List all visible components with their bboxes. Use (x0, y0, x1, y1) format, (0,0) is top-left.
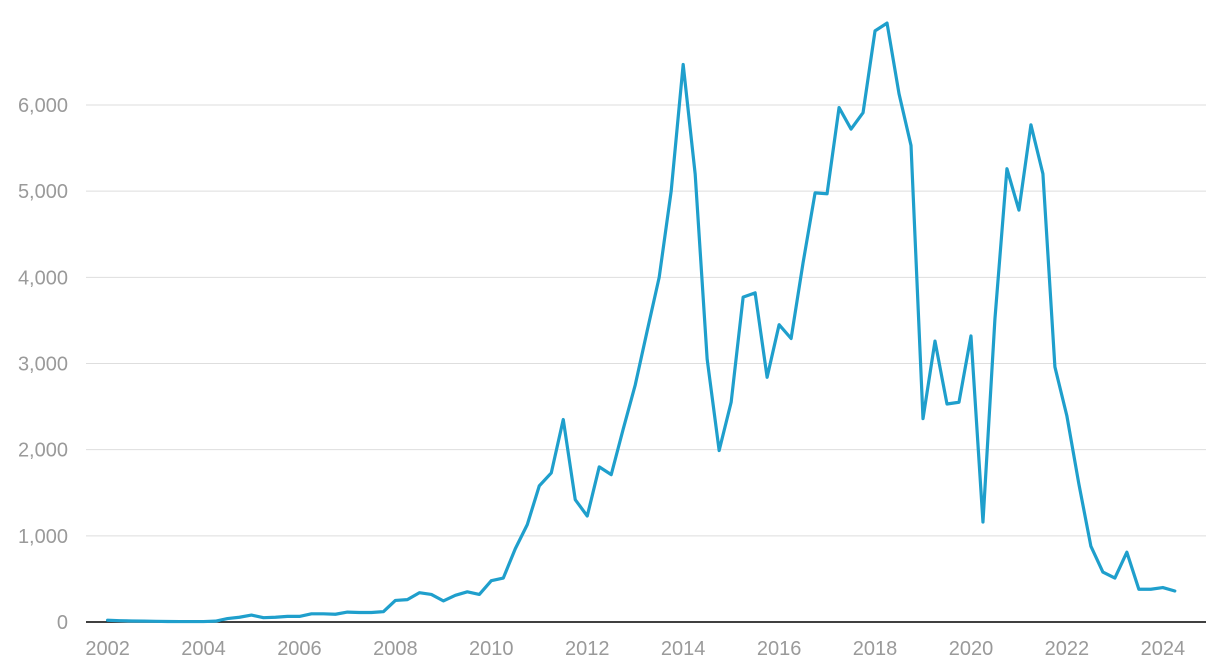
x-tick-label: 2024 (1141, 638, 1186, 660)
y-axis-tick-labels: 0 1,000 2,000 3,000 4,000 5,000 6,000 (18, 95, 68, 634)
x-tick-label: 2020 (949, 638, 994, 660)
gridlines (86, 104, 1206, 537)
y-tick-label: 1,000 (18, 526, 68, 548)
x-axis-tick-labels: 2002 2004 2006 2008 2010 2012 2014 2016 2018 2020… (85, 638, 1185, 660)
series-line (105, 21, 1177, 624)
x-tick-label: 2012 (565, 638, 610, 660)
y-tick-label: 5,000 (18, 181, 68, 203)
y-tick-label: 2,000 (18, 440, 68, 462)
x-tick-label: 2022 (1045, 638, 1090, 660)
y-tick-label: 3,000 (18, 353, 68, 375)
x-tick-label: 2018 (853, 638, 898, 660)
y-tick-label: 4,000 (18, 267, 68, 289)
y-tick-label: 6,000 (18, 95, 68, 117)
x-tick-label: 2010 (469, 638, 514, 660)
x-tick-label: 2004 (181, 638, 226, 660)
x-tick-label: 2006 (277, 638, 322, 660)
x-tick-label: 2016 (757, 638, 802, 660)
y-tick-label: 0 (57, 612, 68, 634)
x-tick-label: 2008 (373, 638, 418, 660)
x-tick-label: 2014 (661, 638, 706, 660)
x-tick-label: 2002 (85, 638, 130, 660)
